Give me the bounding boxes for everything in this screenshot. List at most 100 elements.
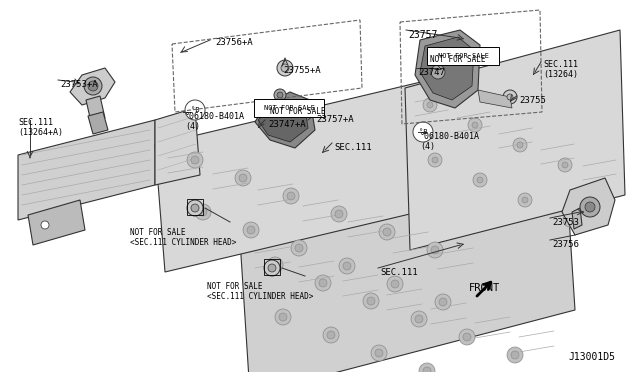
Text: SEC.111
(13264+A): SEC.111 (13264+A) [18,118,63,137]
Polygon shape [562,178,615,235]
Circle shape [331,206,347,222]
Circle shape [191,156,199,164]
Circle shape [268,264,276,272]
Polygon shape [155,108,200,185]
Circle shape [279,313,287,321]
Circle shape [463,333,471,341]
Circle shape [277,60,293,76]
Circle shape [423,98,437,112]
Text: NOT FOR SALE
<SEC.111 CYLINDER HEAD>: NOT FOR SALE <SEC.111 CYLINDER HEAD> [207,282,314,301]
Circle shape [431,65,445,79]
Text: SEC.111: SEC.111 [334,143,372,152]
Circle shape [267,257,283,273]
Text: SEC.111: SEC.111 [380,268,418,277]
Circle shape [580,197,600,217]
Text: °06180-B401A
(4): °06180-B401A (4) [185,112,245,131]
Circle shape [431,246,439,254]
Text: 23757: 23757 [408,30,437,40]
Circle shape [477,177,483,183]
Circle shape [379,224,395,240]
Circle shape [513,138,527,152]
Circle shape [323,327,339,343]
Circle shape [428,153,442,167]
Circle shape [562,162,568,168]
Text: FRONT: FRONT [469,283,500,293]
Circle shape [585,202,595,212]
Circle shape [432,157,438,163]
FancyBboxPatch shape [427,47,499,65]
Circle shape [235,170,251,186]
Circle shape [375,349,383,357]
Circle shape [503,90,517,104]
Circle shape [563,213,577,227]
Circle shape [243,222,259,238]
Circle shape [507,347,523,363]
Circle shape [187,200,203,216]
Circle shape [187,152,203,168]
Circle shape [283,188,299,204]
Circle shape [383,228,391,236]
Circle shape [367,297,375,305]
Circle shape [567,217,573,223]
Circle shape [427,242,443,258]
Circle shape [522,197,528,203]
Polygon shape [478,90,512,108]
Polygon shape [70,68,115,105]
Circle shape [439,298,447,306]
Circle shape [274,89,286,101]
Circle shape [327,331,335,339]
Circle shape [277,92,283,98]
Polygon shape [572,208,582,229]
Circle shape [518,193,532,207]
Circle shape [472,122,478,128]
Text: 23747: 23747 [418,68,445,77]
Circle shape [343,262,351,270]
Text: 23753: 23753 [552,218,579,227]
Polygon shape [240,155,575,372]
Circle shape [511,351,519,359]
Polygon shape [255,92,315,148]
Circle shape [191,204,199,212]
Circle shape [459,329,475,345]
Text: °B: °B [419,129,428,135]
Circle shape [339,258,355,274]
Text: 23756+A: 23756+A [215,38,253,47]
Circle shape [84,77,102,95]
Polygon shape [415,30,480,108]
Circle shape [275,309,291,325]
Circle shape [88,81,98,91]
Polygon shape [258,100,308,142]
Circle shape [517,142,523,148]
Text: NOT FOR SALE: NOT FOR SALE [264,105,314,111]
Circle shape [319,279,327,287]
Circle shape [199,208,207,216]
Circle shape [335,210,343,218]
Circle shape [315,275,331,291]
FancyBboxPatch shape [254,99,324,117]
Circle shape [423,367,431,372]
Polygon shape [155,68,490,272]
Text: 23756: 23756 [552,240,579,249]
Text: °06180-B401A
(4): °06180-B401A (4) [420,132,480,151]
Circle shape [415,315,423,323]
Circle shape [427,102,433,108]
Circle shape [419,363,435,372]
Circle shape [468,118,482,132]
Circle shape [195,204,211,220]
Text: J13001D5: J13001D5 [568,352,615,362]
Polygon shape [86,96,105,122]
Circle shape [291,240,307,256]
Text: SEC.111
(13264): SEC.111 (13264) [543,60,578,79]
Text: 23757+A: 23757+A [316,115,354,124]
Circle shape [413,122,433,142]
Circle shape [363,293,379,309]
Polygon shape [18,120,155,220]
Circle shape [239,174,247,182]
Circle shape [264,260,280,276]
Polygon shape [28,200,85,245]
Circle shape [387,276,403,292]
Circle shape [41,221,49,229]
Circle shape [435,294,451,310]
Circle shape [247,226,255,234]
Text: NOT FOR SALE: NOT FOR SALE [430,55,486,64]
